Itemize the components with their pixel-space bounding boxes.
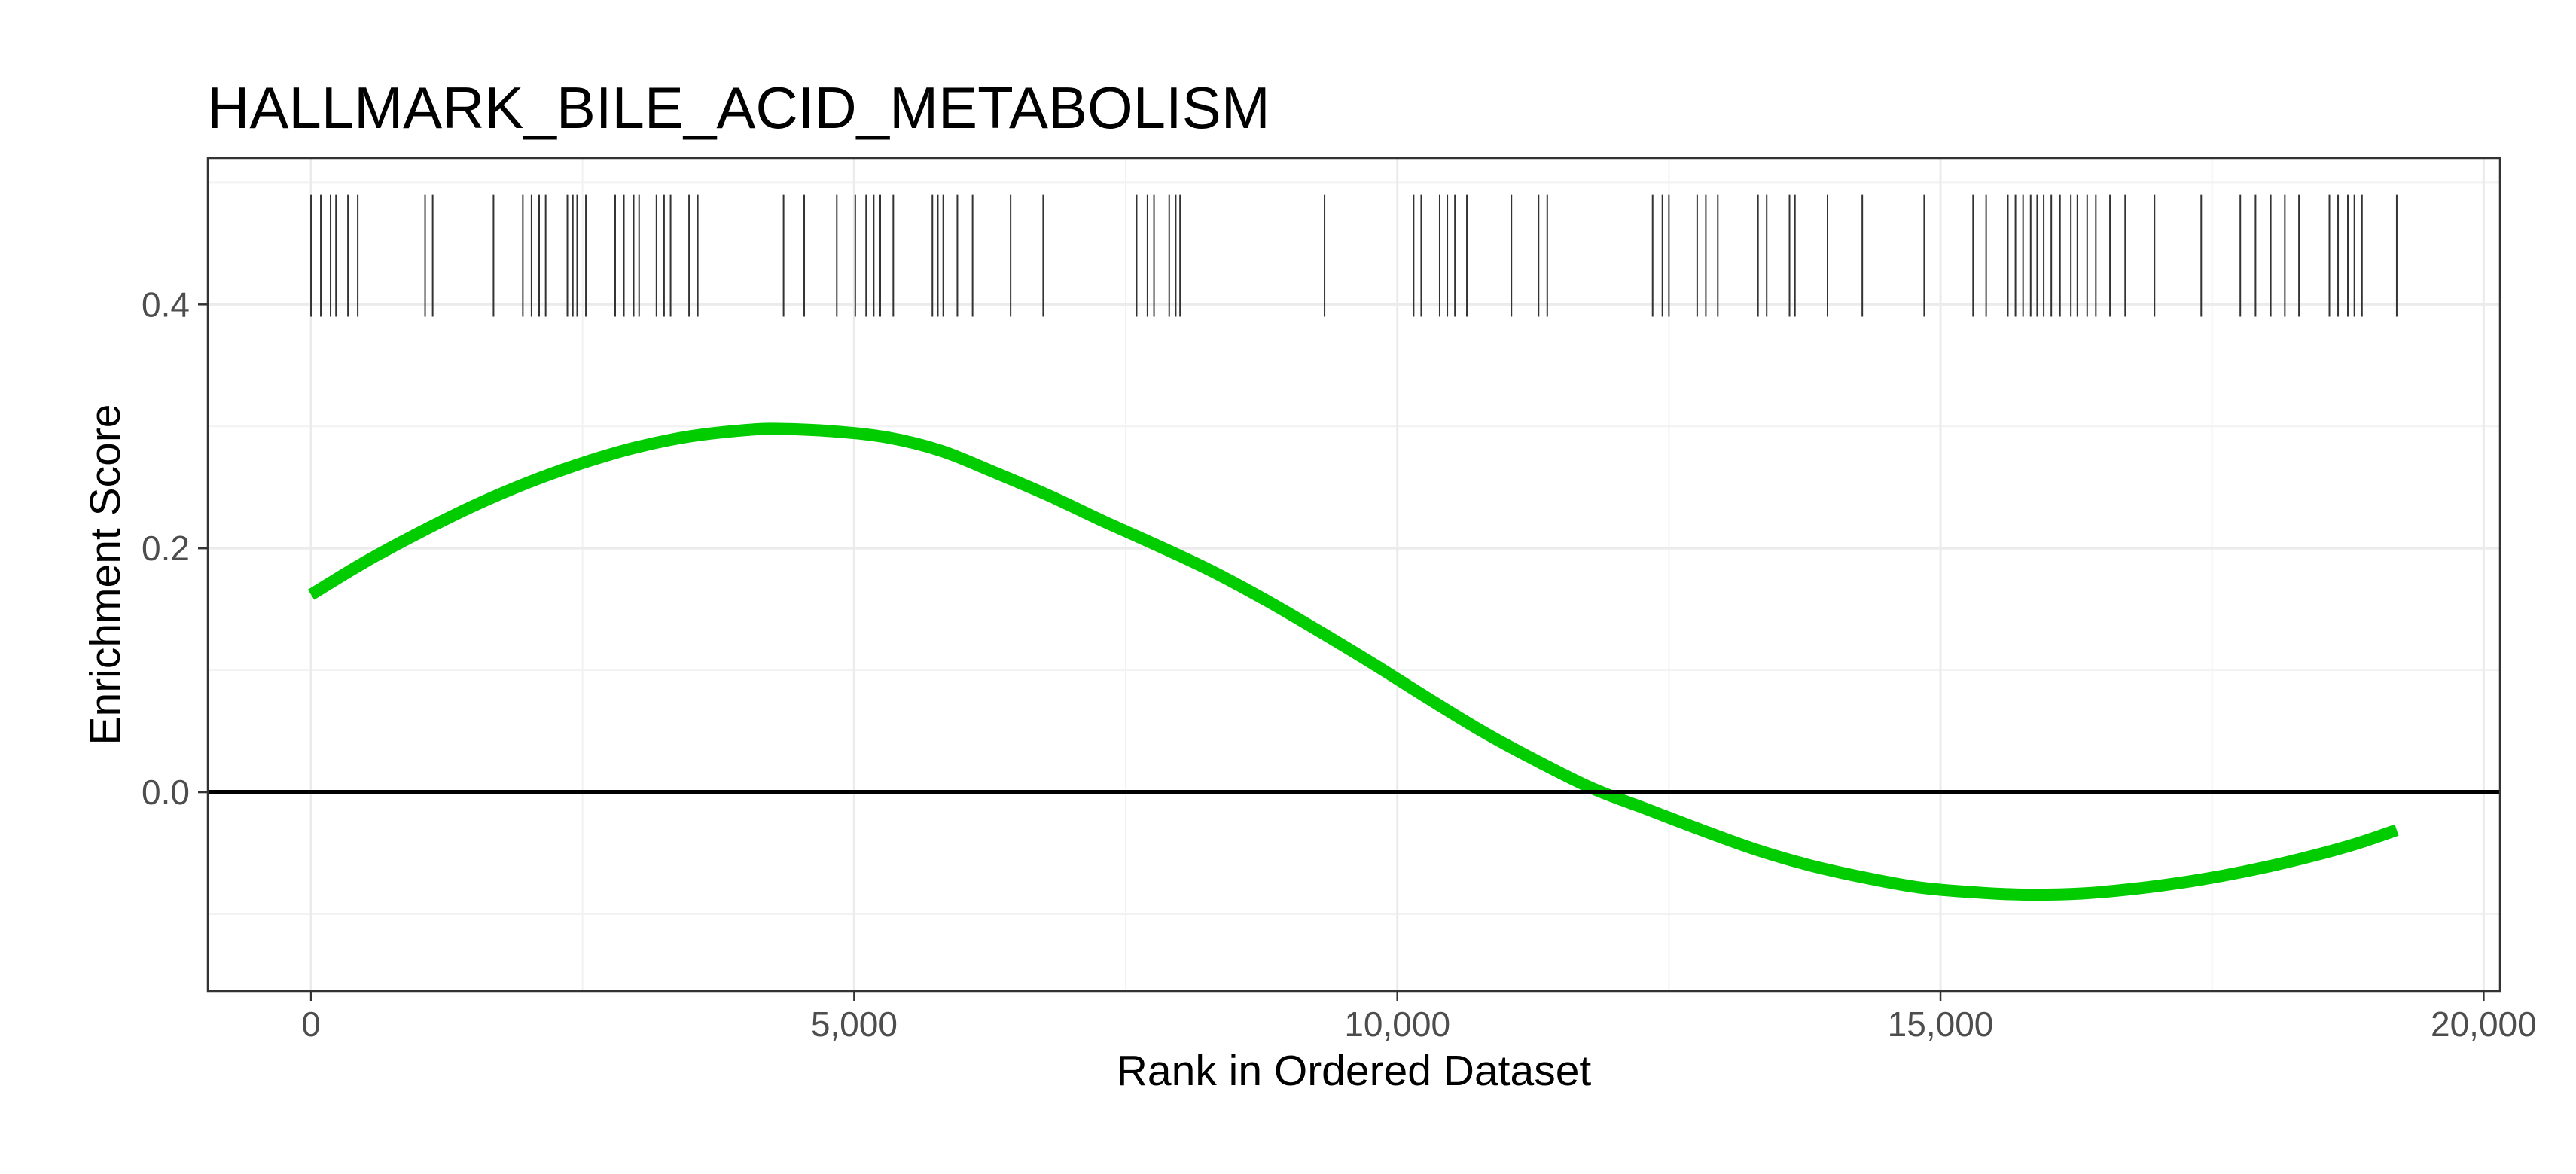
gene-hit-marks — [310, 194, 2398, 317]
y-tick-label: 0.0 — [142, 773, 190, 812]
x-tick-label: 15,000 — [1888, 1005, 1994, 1044]
chart-title: HALLMARK_BILE_ACID_METABOLISM — [207, 75, 1270, 141]
x-tick-label: 20,000 — [2431, 1005, 2537, 1044]
enrichment-line — [307, 422, 2399, 901]
y-tick-label: 0.4 — [142, 285, 190, 324]
plot-panel — [208, 158, 2500, 991]
y-axis-title: Enrichment Score — [81, 404, 130, 745]
x-axis-title: Rank in Ordered Dataset — [1117, 1047, 1592, 1095]
y-axis: 0.0 0.2 0.4 — [142, 285, 208, 812]
x-tick-label: 0 — [301, 1005, 321, 1044]
x-tick-label: 10,000 — [1344, 1005, 1450, 1044]
enrichment-curve — [307, 422, 2399, 901]
plot-border — [206, 157, 2501, 993]
x-tick-label: 5,000 — [811, 1005, 898, 1044]
x-axis: 0 5,000 10,000 15,000 20,000 — [301, 991, 2537, 1044]
y-tick-label: 0.2 — [142, 529, 190, 568]
